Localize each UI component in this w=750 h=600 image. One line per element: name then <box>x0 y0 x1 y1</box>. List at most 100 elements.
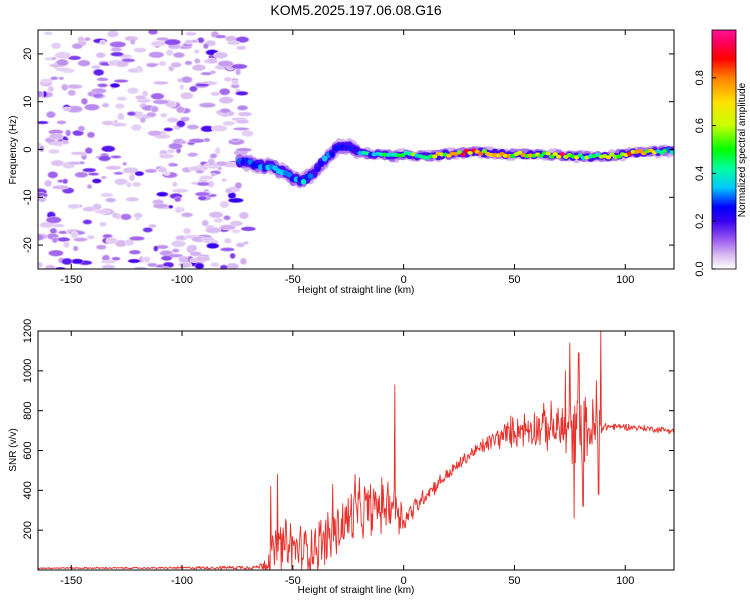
noise-blob <box>72 43 82 49</box>
noise-blob <box>98 83 108 87</box>
noise-blob <box>48 149 60 154</box>
noise-blob <box>81 98 88 105</box>
noise-blob <box>230 221 243 226</box>
noise-blob <box>220 201 229 208</box>
noise-blob <box>172 249 179 253</box>
noise-blob <box>64 241 69 248</box>
noise-blob <box>233 127 249 130</box>
noise-blob <box>232 80 238 85</box>
noise-blob <box>46 217 61 223</box>
noise-blob <box>79 161 85 164</box>
noise-blob <box>189 86 197 92</box>
noise-blob <box>232 230 240 233</box>
ridge-cell <box>318 160 324 167</box>
noise-blob <box>45 265 55 269</box>
spectrogram-y-label: Frequency (Hz) <box>8 116 19 185</box>
spectrogram-x-tick-label: -100 <box>171 274 193 286</box>
noise-blob <box>39 146 44 152</box>
noise-blob <box>227 263 239 269</box>
noise-blob <box>71 152 85 155</box>
ridge-cell <box>321 155 328 162</box>
ridge-cell <box>300 178 307 185</box>
noise-blob <box>242 130 253 137</box>
noise-blob <box>142 257 150 262</box>
noise-blob <box>106 198 116 202</box>
snr-y-tick-label: 1000 <box>22 359 34 383</box>
spectrogram-y-tick-label: 0 <box>22 146 34 152</box>
noise-blob <box>62 258 72 265</box>
ridge-cell <box>556 154 562 159</box>
noise-blob <box>115 179 127 185</box>
noise-blob <box>200 176 213 180</box>
noise-blob <box>157 192 168 197</box>
noise-blob <box>44 32 52 35</box>
noise-blob <box>132 182 141 187</box>
noise-blob <box>94 69 104 76</box>
noise-blob <box>126 197 139 202</box>
noise-blob <box>102 103 109 107</box>
noise-blob <box>56 59 68 66</box>
noise-blob <box>151 93 164 100</box>
ridge-cell <box>478 151 484 156</box>
noise-blob <box>231 84 239 88</box>
snr-background <box>38 331 674 570</box>
noise-blob <box>123 167 138 173</box>
noise-blob <box>135 171 144 176</box>
ridge-cell <box>577 153 583 158</box>
noise-blob <box>241 227 256 231</box>
noise-blob <box>186 32 196 36</box>
noise-blob <box>204 138 210 142</box>
ridge-cell <box>481 149 488 154</box>
figure-title: KOM5.2025.197.06.08.G16 <box>270 2 441 18</box>
noise-blob <box>237 46 246 50</box>
noise-blob <box>181 140 186 144</box>
noise-blob <box>154 81 168 85</box>
noise-blob <box>236 69 241 75</box>
ridge-cell <box>609 152 615 157</box>
noise-blob <box>78 126 85 131</box>
noise-blob <box>216 161 228 166</box>
noise-blob <box>176 106 185 113</box>
noise-blob <box>177 120 185 127</box>
noise-blob <box>197 182 210 186</box>
noise-blob <box>48 86 54 92</box>
noise-blob <box>227 41 240 45</box>
snr-x-tick-label: 50 <box>508 575 520 587</box>
noise-blob <box>194 49 199 54</box>
noise-blob <box>106 238 117 244</box>
noise-blob <box>136 95 146 100</box>
noise-blob <box>87 235 95 239</box>
noise-blob <box>56 68 71 71</box>
noise-blob <box>164 172 170 175</box>
snr-y-tick-label: 1200 <box>22 319 34 343</box>
spectrogram-x-ticks: -150 -100 -50 0 50 100 <box>60 30 634 286</box>
ridge-cell <box>460 152 466 157</box>
snr-y-tick-label: 600 <box>22 441 34 459</box>
ridge-cell <box>314 166 321 173</box>
snr-panel: -150 -100 -50 0 50 100 200 400 600 800 1000 1200 H… <box>8 319 675 596</box>
noise-blob <box>218 61 233 67</box>
noise-blob <box>165 39 180 45</box>
noise-blob <box>87 132 95 138</box>
noise-blob <box>114 79 128 83</box>
noise-blob <box>149 52 164 58</box>
noise-blob <box>115 103 124 109</box>
noise-blob <box>167 117 178 123</box>
ridge-cell <box>605 155 612 160</box>
noise-blob <box>100 222 106 226</box>
spectrogram-y-tick-label: 10 <box>22 96 34 108</box>
noise-blob <box>52 57 56 60</box>
spectrogram-y-tick-label: -10 <box>22 189 34 205</box>
noise-blob <box>211 125 227 131</box>
noise-blob <box>161 256 172 261</box>
noise-blob <box>208 159 215 166</box>
snr-x-tick-label: 0 <box>401 575 407 587</box>
noise-blob <box>68 90 76 96</box>
colorbar-label: Normalized spectral amplitude <box>737 82 748 217</box>
noise-blob <box>228 192 236 199</box>
noise-blob <box>164 128 173 131</box>
noise-blob <box>85 147 92 154</box>
noise-blob <box>85 104 99 110</box>
noise-blob <box>148 263 157 267</box>
noise-blob <box>151 106 158 112</box>
